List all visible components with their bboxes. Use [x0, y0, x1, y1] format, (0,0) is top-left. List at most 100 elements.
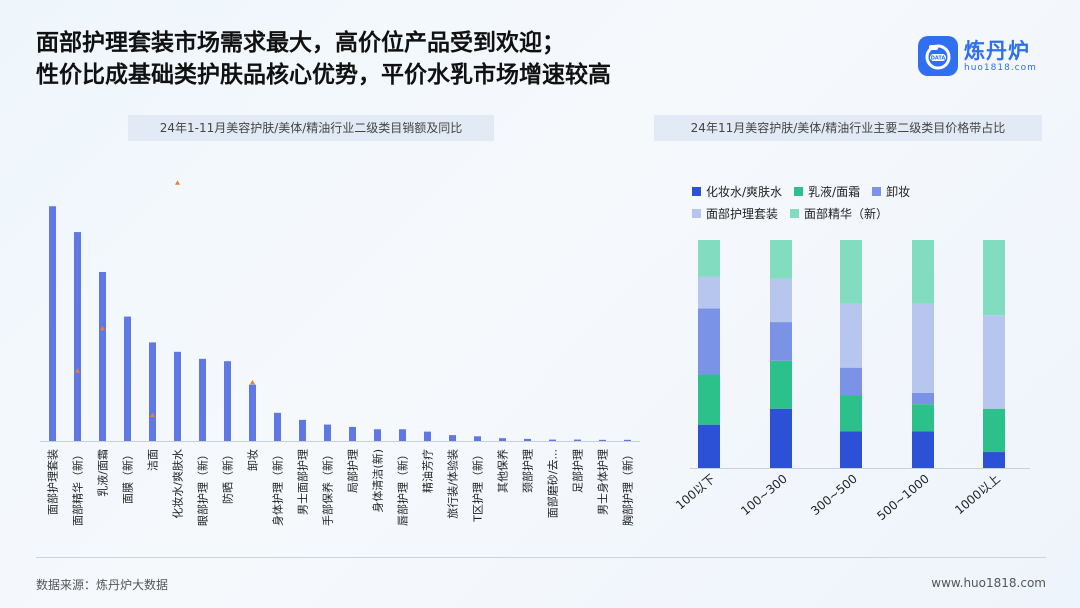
- logo-name: 炼丹炉: [964, 38, 1030, 63]
- x-tick-label: 男士面部护理: [296, 449, 310, 515]
- bar: [274, 412, 281, 441]
- seg-set: [983, 315, 1005, 409]
- seg-essence: [912, 240, 934, 304]
- data-source: 数据来源：炼丹炉大数据: [36, 578, 169, 592]
- x-tick-label: 身体清洁(新): [371, 449, 385, 513]
- x-tick-label: 男士身体护理: [596, 449, 610, 515]
- site-url[interactable]: www.huo1818.com: [931, 576, 1046, 590]
- title-line-2: 性价比成基础类护肤品核心优势，平价水乳市场增速较高: [36, 62, 611, 88]
- bar: [324, 424, 331, 441]
- legend-label-lotion: 乳液/面霜: [808, 184, 861, 199]
- x-tick-label: 精油芳疗: [421, 449, 435, 493]
- x-tick-label: 300~500: [808, 472, 860, 519]
- x-tick-label: 100~300: [738, 472, 790, 519]
- seg-set: [698, 276, 720, 309]
- logo-icon: DATA: [918, 36, 958, 76]
- bar: [549, 439, 556, 441]
- bar: [374, 429, 381, 441]
- bar: [574, 439, 581, 441]
- x-tick-label: 其他保养: [496, 449, 510, 493]
- x-tick-label: 颈部护理: [521, 449, 535, 493]
- x-tick-label: 洁面: [147, 449, 160, 471]
- left-bar-chart: 面部护理套装 面部精华（新） 乳液/面霜 面膜（新） 洁面 化妆水/爽肤水 眼部护理（新） 防…: [40, 180, 640, 526]
- bar: [224, 361, 231, 441]
- growth-marker: [250, 379, 255, 385]
- bar: [249, 384, 256, 441]
- seg-essence: [983, 240, 1005, 316]
- bar: [174, 351, 181, 441]
- legend-item-set: 面部护理套装: [692, 205, 778, 222]
- left-chart-subtitle: 24年1-11月美容护肤/美体/精油行业二级类目销额及同比: [128, 115, 494, 141]
- legend-label-remover: 卸妆: [886, 184, 911, 199]
- seg-lotion: [983, 408, 1005, 453]
- bar: [74, 232, 81, 441]
- seg-toner: [983, 452, 1005, 468]
- right-chart-subtitle: 24年11月美容护肤/美体/精油行业主要二级类目价格带占比: [654, 115, 1042, 141]
- title-line-1: 面部护理套装市场需求最大，高价位产品受到欢迎；: [36, 30, 565, 56]
- right-chart-legend: 化妆水/爽肤水 乳液/面霜 卸妆 面部护理套装 面部精华（新）: [692, 180, 1052, 224]
- bar: [99, 271, 106, 441]
- x-tick-label: 唇部护理（新）: [396, 449, 410, 526]
- growth-marker: [75, 368, 80, 373]
- legend-label-set: 面部护理套装: [706, 206, 779, 221]
- legend-item-lotion: 乳液/面霜: [794, 183, 860, 200]
- seg-remover: [698, 308, 720, 375]
- x-tick-label: 身体护理（新）: [271, 449, 285, 526]
- right-stacked-chart: 100以下 100~300 300~500 500~1000 1000以上: [673, 240, 1030, 523]
- seg-toner: [840, 431, 862, 468]
- bar: [49, 206, 56, 441]
- x-tick-label: 面部精华（新）: [71, 449, 85, 526]
- bar: [399, 429, 406, 441]
- bar: [149, 342, 156, 441]
- x-tick-label: 胸部护理（新）: [621, 449, 635, 526]
- seg-lotion: [840, 395, 862, 432]
- growth-marker: [175, 180, 180, 185]
- x-tick-label: T区护理（新）: [471, 449, 485, 523]
- legend-item-toner: 化妆水/爽肤水: [692, 183, 782, 200]
- footer-divider: [36, 557, 1046, 558]
- legend-label-toner: 化妆水/爽肤水: [706, 184, 783, 199]
- logo-url: huo1818.com: [964, 62, 1037, 73]
- x-tick-label: 卸妆: [246, 449, 260, 471]
- bar: [474, 436, 481, 441]
- page-title: 面部护理套装市场需求最大，高价位产品受到欢迎； 性价比成基础类护肤品核心优势，平…: [36, 27, 611, 91]
- seg-set: [912, 303, 934, 393]
- x-tick-label: 眼部护理（新）: [196, 449, 210, 526]
- bar: [624, 439, 631, 441]
- seg-essence: [770, 240, 792, 279]
- seg-remover: [840, 367, 862, 396]
- x-tick-label: 面部护理套装: [46, 449, 60, 515]
- x-tick-label: 面部磨砂/去...: [546, 449, 560, 518]
- bar: [449, 435, 456, 441]
- x-tick-label: 1000以上: [952, 472, 1003, 518]
- seg-remover: [770, 322, 792, 361]
- growth-marker: [100, 325, 105, 331]
- seg-toner: [912, 431, 934, 468]
- seg-toner: [698, 424, 720, 468]
- bar: [499, 438, 506, 441]
- x-tick-label: 化妆水/爽肤水: [171, 449, 185, 519]
- legend-label-essence: 面部精华（新）: [804, 206, 889, 221]
- bar: [349, 426, 356, 441]
- seg-essence: [698, 240, 720, 277]
- brand-logo: DATA 炼丹炉 huo1818.com: [918, 36, 1037, 76]
- growth-marker: [150, 412, 155, 418]
- logo-badge: DATA: [931, 56, 946, 62]
- seg-lotion: [912, 404, 934, 432]
- x-tick-label: 防晒（新）: [221, 449, 235, 504]
- x-tick-label: 100以下: [673, 472, 718, 513]
- x-tick-label: 500~1000: [874, 472, 932, 524]
- seg-toner: [770, 408, 792, 468]
- x-tick-label: 足部护理: [571, 449, 585, 493]
- bar: [199, 358, 206, 441]
- seg-set: [840, 303, 862, 368]
- x-tick-label: 乳液/面霜: [96, 449, 110, 497]
- legend-item-remover: 卸妆: [872, 183, 910, 200]
- bar: [524, 438, 531, 441]
- bar: [124, 316, 131, 441]
- bar: [299, 419, 306, 441]
- bar: [424, 431, 431, 441]
- seg-set: [770, 278, 792, 323]
- x-tick-label: 手部保养（新）: [321, 449, 335, 526]
